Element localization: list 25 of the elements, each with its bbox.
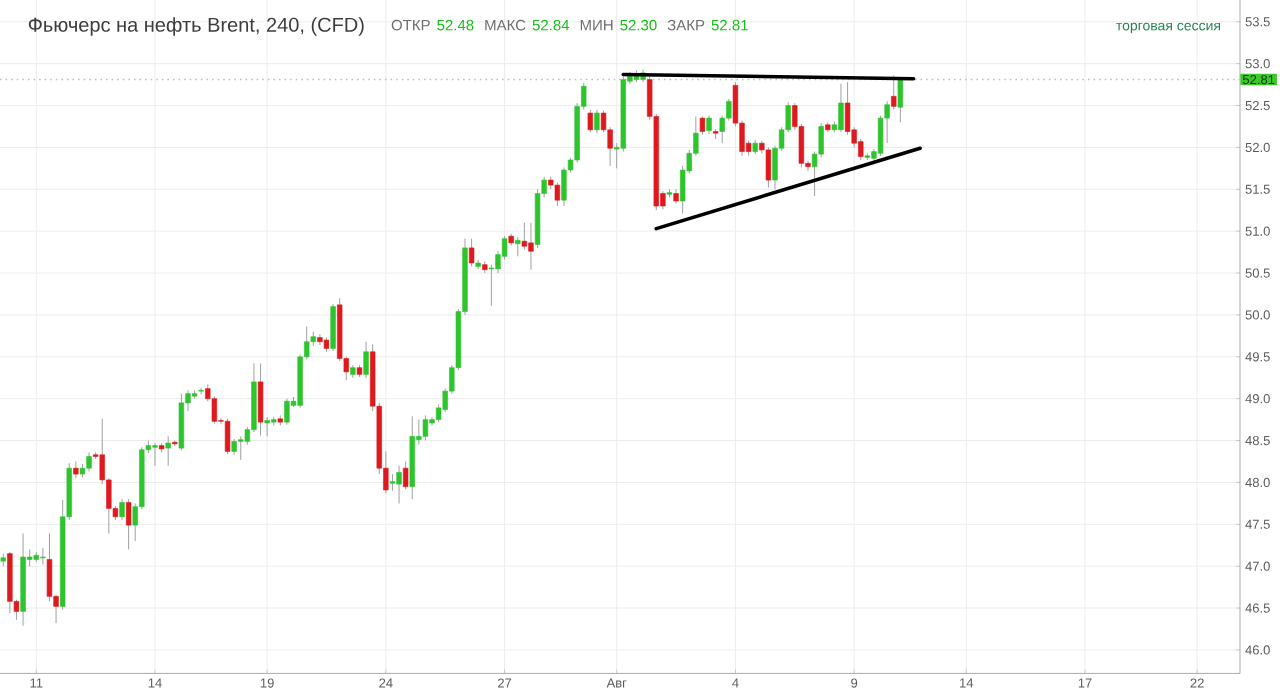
candlestick — [73, 460, 79, 479]
candlestick — [422, 414, 429, 442]
candlestick — [706, 115, 712, 135]
candlestick — [330, 303, 336, 352]
candlestick — [554, 182, 561, 207]
candlestick — [165, 435, 171, 467]
candlestick — [7, 551, 13, 614]
candlestick — [363, 341, 369, 379]
candlestick — [587, 109, 593, 133]
candlestick — [284, 398, 290, 426]
candlestick — [119, 498, 125, 521]
candlestick — [838, 83, 844, 133]
candlestick — [594, 109, 600, 134]
candlestick — [317, 333, 323, 346]
candlestick — [178, 393, 185, 452]
candlestick — [396, 465, 402, 504]
candlestick — [86, 451, 92, 473]
text: Фьючерс на нефть Brent, 240, (CFD) — [28, 17, 364, 36]
candlestick — [257, 363, 264, 437]
candlestick — [468, 238, 475, 267]
candlestick — [765, 146, 772, 189]
candlestick — [152, 442, 158, 467]
candlestick — [238, 435, 244, 461]
candlestick — [125, 498, 132, 550]
candlestick — [224, 418, 231, 455]
